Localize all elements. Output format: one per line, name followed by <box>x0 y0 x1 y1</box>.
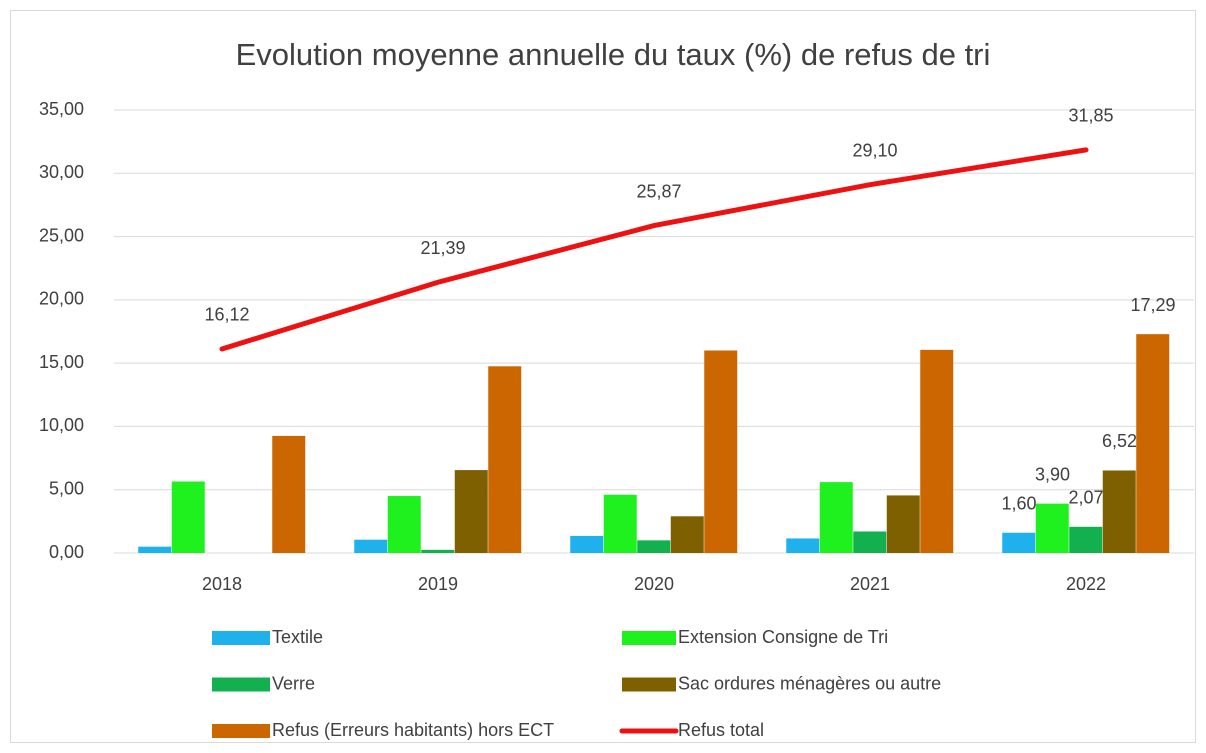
legend-label: Verre <box>272 673 315 693</box>
y-tick-label: 15,00 <box>39 352 84 372</box>
legend-swatch <box>212 631 270 645</box>
bar <box>421 549 455 553</box>
y-tick-label: 5,00 <box>49 478 84 498</box>
y-tick-label: 30,00 <box>39 162 84 182</box>
data-label: 25,87 <box>636 181 681 201</box>
bar <box>886 495 920 553</box>
legend-label: Extension Consigne de Tri <box>678 627 888 647</box>
x-tick-label: 2022 <box>1066 574 1106 594</box>
bar <box>387 496 421 553</box>
bar <box>570 535 604 553</box>
bar <box>454 470 488 553</box>
legend-swatch <box>212 724 270 738</box>
chart-title: Evolution moyenne annuelle du taux (%) d… <box>236 37 991 72</box>
bar <box>1035 503 1069 553</box>
bar <box>138 546 172 553</box>
bar <box>704 350 738 553</box>
legend-swatch <box>622 677 676 692</box>
y-tick-label: 10,00 <box>39 415 84 435</box>
bar <box>171 481 205 553</box>
bar <box>670 516 704 553</box>
data-label: 1,60 <box>1001 493 1036 513</box>
legend-label: Sac ordures ménagères ou autre <box>678 673 941 693</box>
data-label: 21,39 <box>420 238 465 258</box>
legend-swatch <box>622 631 676 645</box>
data-label: 29,10 <box>852 140 897 160</box>
data-label: 2,07 <box>1068 488 1103 508</box>
data-label: 3,90 <box>1035 464 1070 484</box>
data-label: 17,29 <box>1130 295 1175 315</box>
data-label: 31,85 <box>1068 106 1113 126</box>
bar <box>786 538 820 553</box>
legend-label: Refus total <box>678 720 764 740</box>
bar <box>272 435 306 553</box>
chart-border <box>10 10 1196 743</box>
bar <box>853 531 887 553</box>
bar <box>637 540 671 553</box>
bar <box>920 349 954 553</box>
data-label: 16,12 <box>204 305 249 325</box>
data-label: 6,52 <box>1102 431 1137 451</box>
y-tick-label: 25,00 <box>39 225 84 245</box>
legend-label: Textile <box>272 627 323 647</box>
bar <box>819 482 853 553</box>
legend-swatch <box>212 677 270 692</box>
bar <box>1136 334 1170 553</box>
x-tick-label: 2021 <box>850 574 890 594</box>
y-tick-label: 0,00 <box>49 542 84 562</box>
bar <box>1102 470 1136 553</box>
legend-label: Refus (Erreurs habitants) hors ECT <box>272 720 554 740</box>
y-tick-label: 20,00 <box>39 289 84 309</box>
x-tick-label: 2020 <box>634 574 674 594</box>
bar <box>603 494 637 553</box>
x-tick-label: 2018 <box>202 574 242 594</box>
y-tick-label: 35,00 <box>39 99 84 119</box>
bar <box>354 539 388 553</box>
bar <box>488 366 522 553</box>
bar <box>1002 532 1036 553</box>
bar <box>1069 526 1103 553</box>
x-tick-label: 2019 <box>418 574 458 594</box>
line <box>219 147 1089 352</box>
